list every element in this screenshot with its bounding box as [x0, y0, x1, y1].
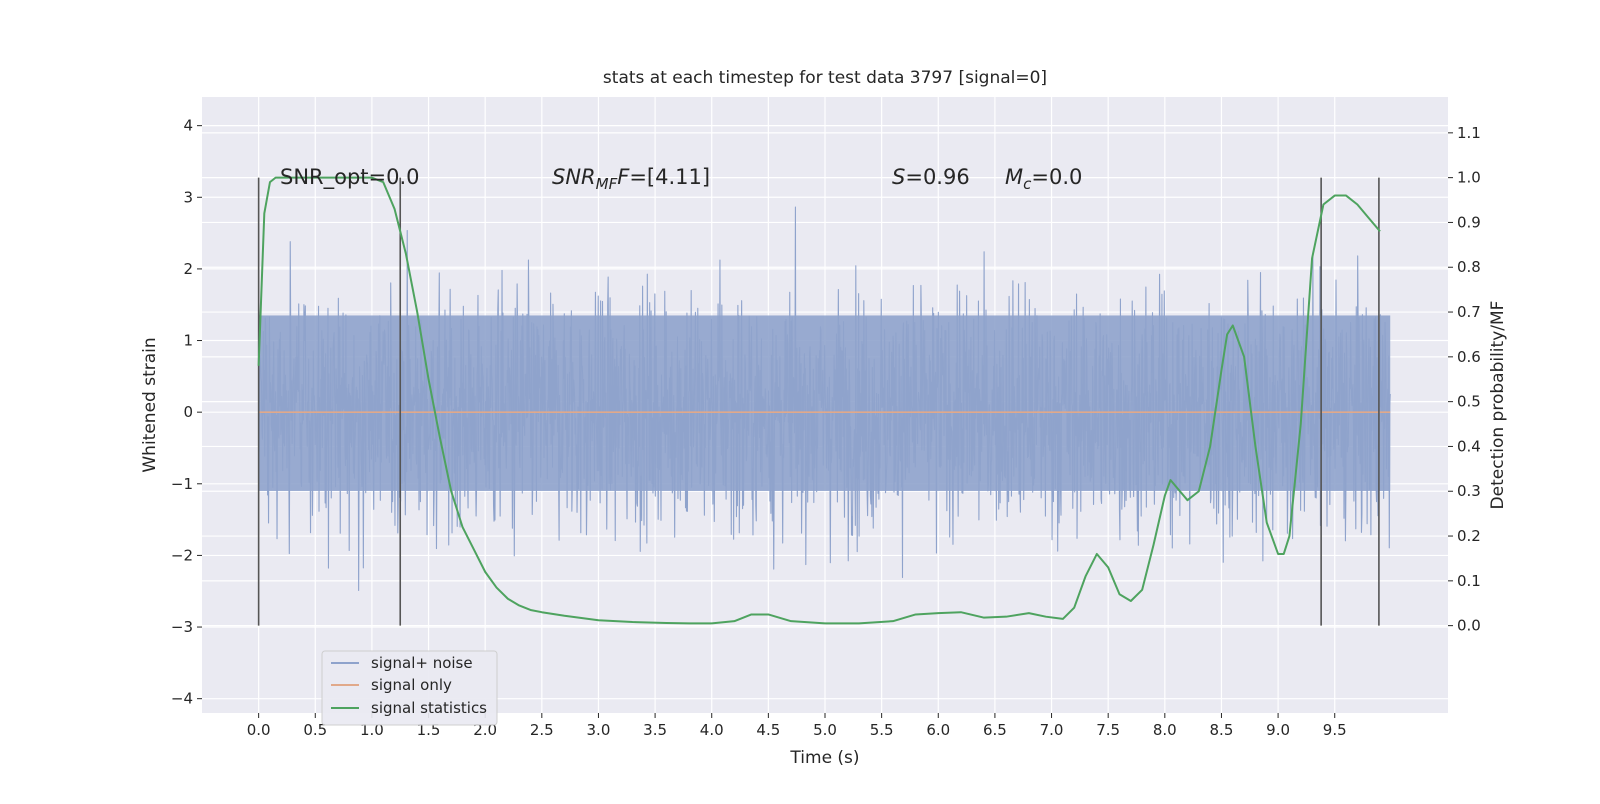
legend-label-signal-noise: signal+ noise: [371, 654, 473, 672]
y2-axis-label: Detection probability/MF: [1488, 301, 1508, 510]
x-tick-label: 8.5: [1210, 721, 1234, 739]
y2-tick-label: 0.4: [1457, 437, 1481, 455]
annotation-mc-sub: c: [1023, 175, 1032, 193]
y2-tick-label: 1.1: [1457, 124, 1481, 142]
x-tick-label: 2.5: [530, 721, 554, 739]
annotation-s: S=0.96: [892, 165, 970, 189]
y-axis-label: Whitened strain: [140, 337, 160, 472]
legend: signal+ noise signal only signal statist…: [321, 650, 498, 726]
signal-statistics-line: [257, 176, 1381, 625]
y2-tick-label: 0.3: [1457, 482, 1481, 500]
annotation-snr-mf-sub: MF: [596, 175, 618, 193]
annotation-s-symbol: S: [892, 165, 905, 189]
x-tick-label: 6.5: [983, 721, 1007, 739]
x-tick-label: 9.0: [1266, 721, 1290, 739]
y-tick-label: 3: [183, 188, 193, 206]
y-tick-label: 1: [183, 332, 193, 350]
y-tick-label: −3: [171, 618, 193, 636]
signal-noise-dense-band: [258, 315, 1391, 491]
legend-box: [321, 650, 498, 726]
y-tick-label: −2: [171, 546, 193, 564]
x-tick-label: 5.5: [870, 721, 894, 739]
y-tick-label: 0: [183, 403, 193, 421]
annotation-snr-mf-value: =[4.11]: [629, 165, 710, 189]
signal-statistics-series: [257, 176, 1381, 625]
y2-tick-label: 0.2: [1457, 527, 1481, 545]
x-tick-label: 3.0: [587, 721, 611, 739]
x-tick-label: 5.0: [813, 721, 837, 739]
legend-label-signal-statistics: signal statistics: [371, 699, 487, 717]
x-tick-label: 7.0: [1040, 721, 1064, 739]
y2-tick-label: 0.1: [1457, 572, 1481, 590]
annotation-snr-mf-base: SNR: [552, 165, 596, 189]
y2-tick-label: 0.9: [1457, 213, 1481, 231]
x-tick-label: 4.0: [700, 721, 724, 739]
x-tick-label: 4.5: [756, 721, 780, 739]
y-tick-label: −1: [171, 475, 193, 493]
annotation-snr-opt: SNR_opt=0.0: [280, 165, 420, 190]
x-tick-label: 8.0: [1153, 721, 1177, 739]
y-tick-label: −4: [171, 690, 193, 708]
x-tick-label: 3.5: [643, 721, 667, 739]
y2-tick-label: 1.0: [1457, 169, 1481, 187]
x-tick-label: 6.0: [926, 721, 950, 739]
x-tick-label: 9.5: [1323, 721, 1347, 739]
signal-noise-series: [258, 206, 1391, 592]
x-axis-label: Time (s): [789, 748, 859, 768]
annotation-s-value: =0.96: [905, 165, 969, 189]
annotation-snr-mf: SNRMFF=[4.11]: [552, 165, 710, 193]
x-tick-label: 0.5: [303, 721, 327, 739]
legend-label-signal-only: signal only: [371, 676, 452, 694]
tick-labels: 0.0 0.5 1.0 1.5 2.0 2.5 3.0 3.5 4.0 4.5 5.0 5.5 6.0 6…: [171, 117, 1481, 739]
x-tick-label: 7.5: [1096, 721, 1120, 739]
chart-title: stats at each timestep for test data 379…: [603, 68, 1047, 88]
x-tick-label: 0.0: [247, 721, 271, 739]
annotation-mc: Mc=0.0: [1005, 165, 1082, 193]
y2-tick-label: 0.5: [1457, 393, 1481, 411]
y-tick-label: 2: [183, 260, 193, 278]
annotation-mc-value: =0.0: [1031, 165, 1082, 189]
y2-tick-label: 0.7: [1457, 303, 1481, 321]
vertical-markers: [257, 177, 1380, 626]
y2-tick-label: 0.0: [1457, 617, 1481, 635]
y2-tick-label: 0.8: [1457, 258, 1481, 276]
y-tick-label: 4: [183, 117, 193, 135]
annotation-snr-mf-f: F: [617, 165, 630, 189]
y2-tick-label: 0.6: [1457, 348, 1481, 366]
annotation-mc-symbol: M: [1005, 165, 1023, 189]
